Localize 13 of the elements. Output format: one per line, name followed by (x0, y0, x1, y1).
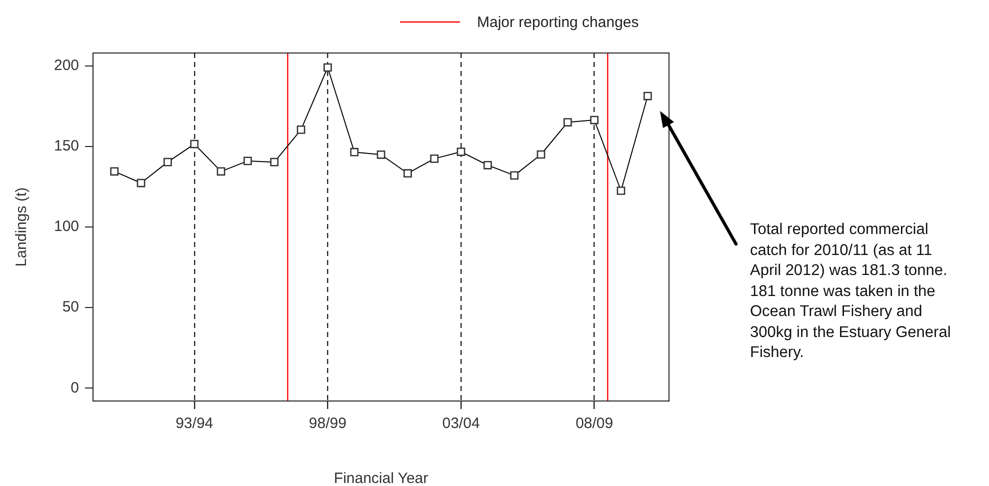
x-axis-title: Financial Year (334, 470, 428, 486)
y-axis-title: Landings (t) (13, 187, 30, 267)
x-tick-label: 08/09 (576, 415, 614, 432)
x-tick-label: 93/94 (176, 415, 214, 432)
y-tick-label: 200 (54, 57, 80, 74)
x-tick-label: 98/99 (308, 415, 346, 432)
x-tick-label: 03/04 (442, 415, 480, 432)
y-tick-label: 100 (54, 218, 80, 236)
y-tick-label: 50 (62, 298, 80, 316)
text: Total reported commercial catch for 2010/11 (as at 11 April 2012) was 181.3 tonne. 181 tonne was taken in the Ocean Trawl Fishery and 300kg in the Estuary General Fishery. (750, 220, 952, 363)
y-tick-label: 150 (54, 138, 80, 155)
text: Major reporting changes (477, 14, 639, 30)
y-tick-label: 0 (70, 379, 80, 396)
